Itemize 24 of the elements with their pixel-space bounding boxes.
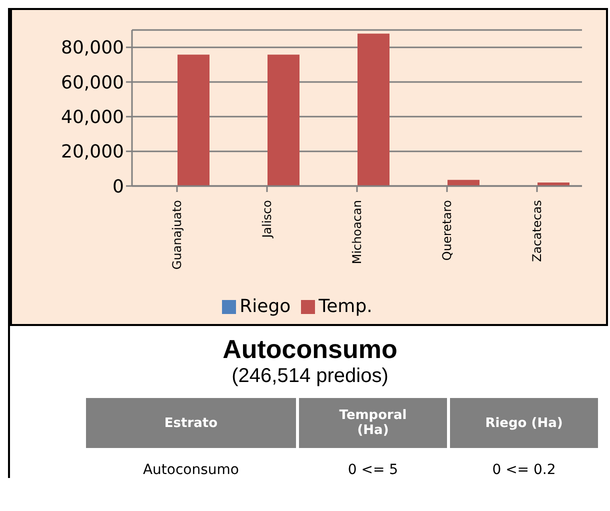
text: Autoconsumo [142, 462, 240, 478]
bar [358, 34, 390, 186]
y-tick-label: 80,000 [61, 38, 124, 59]
text: Estrato [86, 398, 296, 448]
y-tick-label: 0 [112, 176, 124, 198]
bar [178, 54, 210, 186]
x-tick-label: Jalisco [260, 200, 274, 239]
legend-label: Riego [240, 296, 291, 317]
legend-label: Temp. [318, 296, 372, 317]
bar [268, 54, 300, 186]
y-tick-label: 20,000 [61, 142, 124, 163]
y-tick-label: 60,000 [61, 72, 124, 94]
y-tick-label: 40,000 [61, 107, 124, 128]
x-tick-label: Michoacan [350, 200, 364, 264]
text: (246,514 predios) [230, 365, 390, 388]
x-tick-label: Guanajuato [170, 200, 184, 270]
x-tick-label: Queretaro [440, 200, 454, 261]
x-tick-label: Zacatecas [530, 200, 544, 262]
text: 0 <= 5 [346, 462, 400, 478]
bar [448, 180, 480, 186]
text: Riego (Ha) [450, 398, 598, 448]
text: Temporal (Ha) [299, 398, 447, 448]
text: Autoconsumo [222, 334, 398, 365]
text: 0 <= 0.2 [491, 462, 557, 478]
